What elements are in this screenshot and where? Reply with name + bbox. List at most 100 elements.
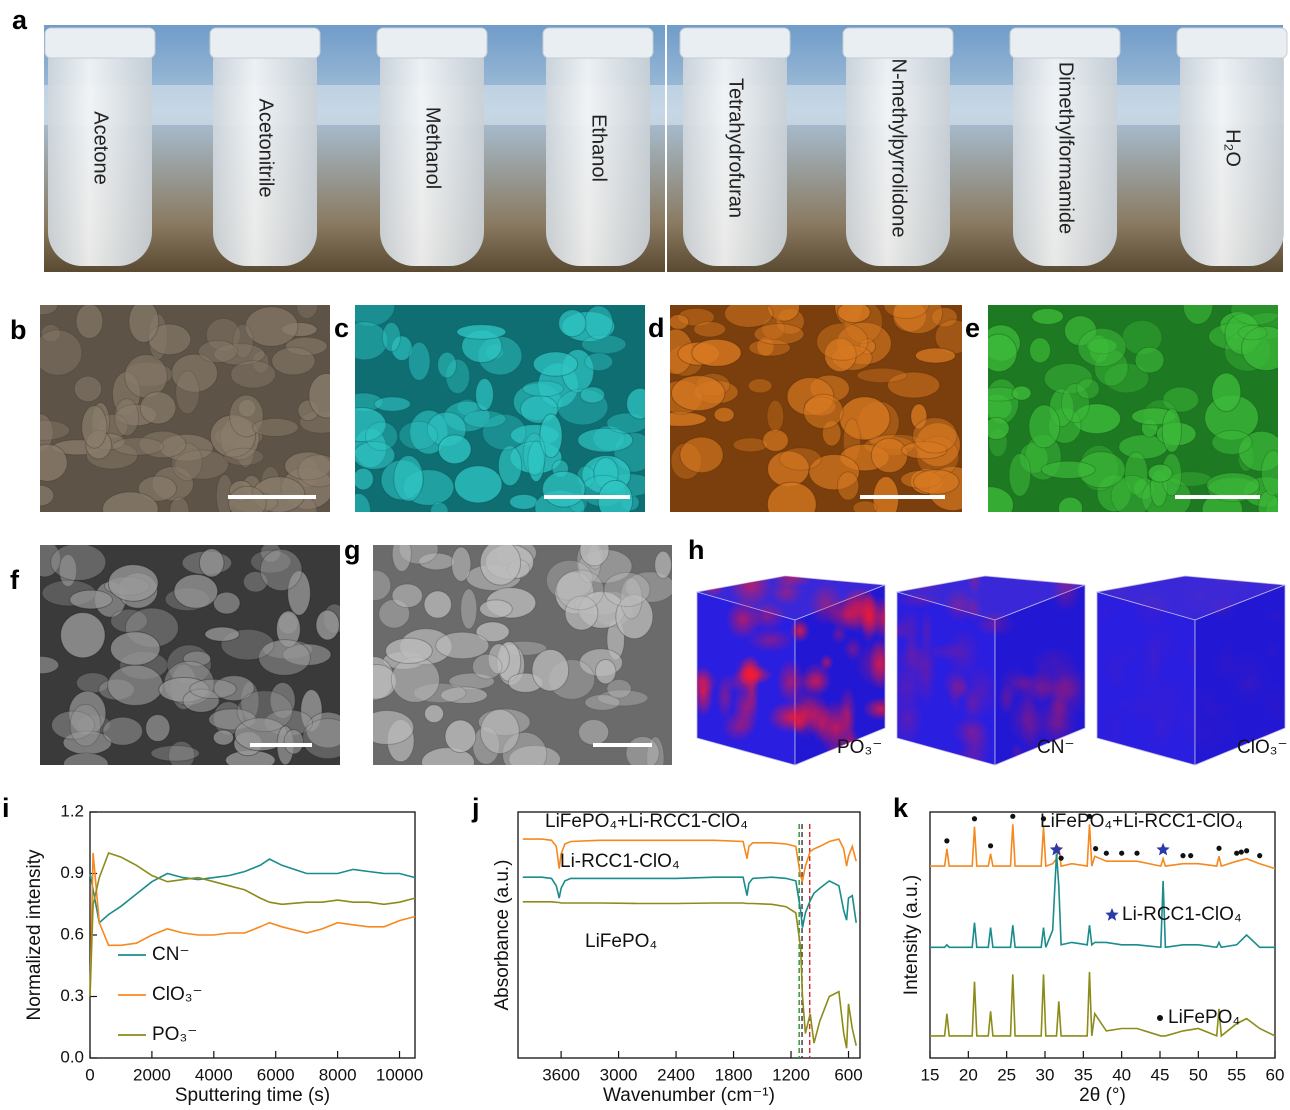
x-axis-title: Sputtering time (s): [175, 1085, 330, 1106]
grain: [146, 714, 170, 741]
grain: [108, 665, 164, 706]
grain: [585, 306, 613, 340]
legend-label: PO₃⁻: [152, 1024, 197, 1045]
panel-label: j: [471, 793, 480, 823]
tube-cap: [843, 28, 953, 58]
micrograph: [338, 284, 655, 527]
grain: [345, 284, 394, 326]
cube-blob: [863, 697, 899, 720]
x-tick-label: 50: [1189, 1065, 1208, 1084]
grain: [205, 627, 240, 641]
grain: [140, 392, 176, 424]
cube-blob: [928, 643, 967, 661]
cube-blob: [745, 666, 760, 716]
grain: [693, 322, 725, 337]
grain: [579, 719, 609, 745]
panel-label: e: [965, 313, 980, 343]
grain: [70, 704, 101, 746]
peak-dot: [1257, 853, 1262, 858]
cube-blob: [776, 659, 805, 704]
grain: [1162, 409, 1181, 453]
grain: [1029, 405, 1060, 448]
micrograph: [653, 287, 977, 527]
grain: [476, 378, 494, 410]
grain: [580, 533, 609, 566]
grain: [272, 347, 315, 375]
peak-dot: [944, 838, 949, 843]
grain: [754, 324, 804, 345]
grain: [231, 361, 276, 389]
grain: [767, 400, 784, 432]
cube-blob: [1128, 588, 1175, 625]
peak-dot: [1188, 853, 1193, 858]
cube-blob: [901, 573, 945, 595]
y-axis-title: Absorbance (a.u.): [492, 859, 513, 1010]
grain: [914, 470, 960, 495]
cube-blob: [1232, 674, 1266, 695]
grain: [461, 589, 477, 629]
cube-blob: [1218, 716, 1236, 741]
cube-blob: [721, 711, 755, 742]
cube-blob: [1181, 579, 1221, 613]
grain: [680, 437, 723, 473]
star-marker: [1156, 843, 1169, 856]
x-tick-label: 4000: [195, 1065, 233, 1084]
grain: [556, 570, 603, 610]
grain: [523, 381, 564, 397]
cube-blob: [1251, 550, 1290, 602]
micrograph: [16, 292, 344, 530]
panel-label: d: [648, 313, 665, 343]
x-tick-label: 60: [1266, 1065, 1285, 1084]
grain: [298, 455, 340, 487]
plot-frame: [90, 812, 415, 1058]
grain: [523, 433, 545, 475]
grain: [1148, 464, 1172, 482]
grain: [25, 298, 58, 315]
peak-dot: [1093, 846, 1098, 851]
grain: [110, 632, 160, 666]
grain: [981, 334, 1017, 372]
grain: [260, 549, 302, 590]
panel-label: f: [10, 565, 20, 595]
micrograph: [352, 533, 675, 780]
grain: [392, 536, 411, 572]
grain: [884, 292, 929, 319]
grain: [70, 590, 113, 609]
cube-blob: [693, 666, 714, 717]
grain: [559, 310, 587, 337]
grain: [692, 339, 741, 366]
grain: [74, 376, 101, 402]
tube-cap: [377, 28, 487, 58]
grain: [655, 551, 672, 578]
cube-blob: [701, 573, 725, 597]
x-tick-label: 1200: [772, 1065, 810, 1084]
grain: [76, 304, 103, 339]
grain: [857, 368, 907, 382]
grain: [1212, 430, 1252, 454]
grain: [27, 444, 67, 481]
grain: [425, 705, 444, 723]
grain: [871, 438, 907, 472]
peak-dot: [1059, 856, 1064, 861]
micrograph: [23, 541, 354, 775]
x-tick-label: 6000: [257, 1065, 295, 1084]
solvent-label: H₂O: [1222, 129, 1244, 167]
grain: [360, 710, 413, 744]
grain: [1012, 386, 1031, 400]
grain: [302, 719, 353, 759]
grain: [34, 330, 82, 375]
grain: [498, 446, 521, 486]
grain: [1032, 309, 1064, 325]
peak-dot: [988, 843, 993, 848]
grain: [129, 300, 159, 342]
grain: [392, 584, 423, 608]
x-tick-label: 600: [834, 1065, 862, 1084]
x-tick-label: 55: [1227, 1065, 1246, 1084]
grain: [966, 487, 1014, 524]
micrograph: [966, 286, 1290, 526]
grain: [913, 418, 957, 454]
grain: [1183, 286, 1213, 324]
panel-label: b: [10, 315, 27, 345]
grain: [585, 353, 613, 371]
panel-label: k: [893, 793, 909, 823]
